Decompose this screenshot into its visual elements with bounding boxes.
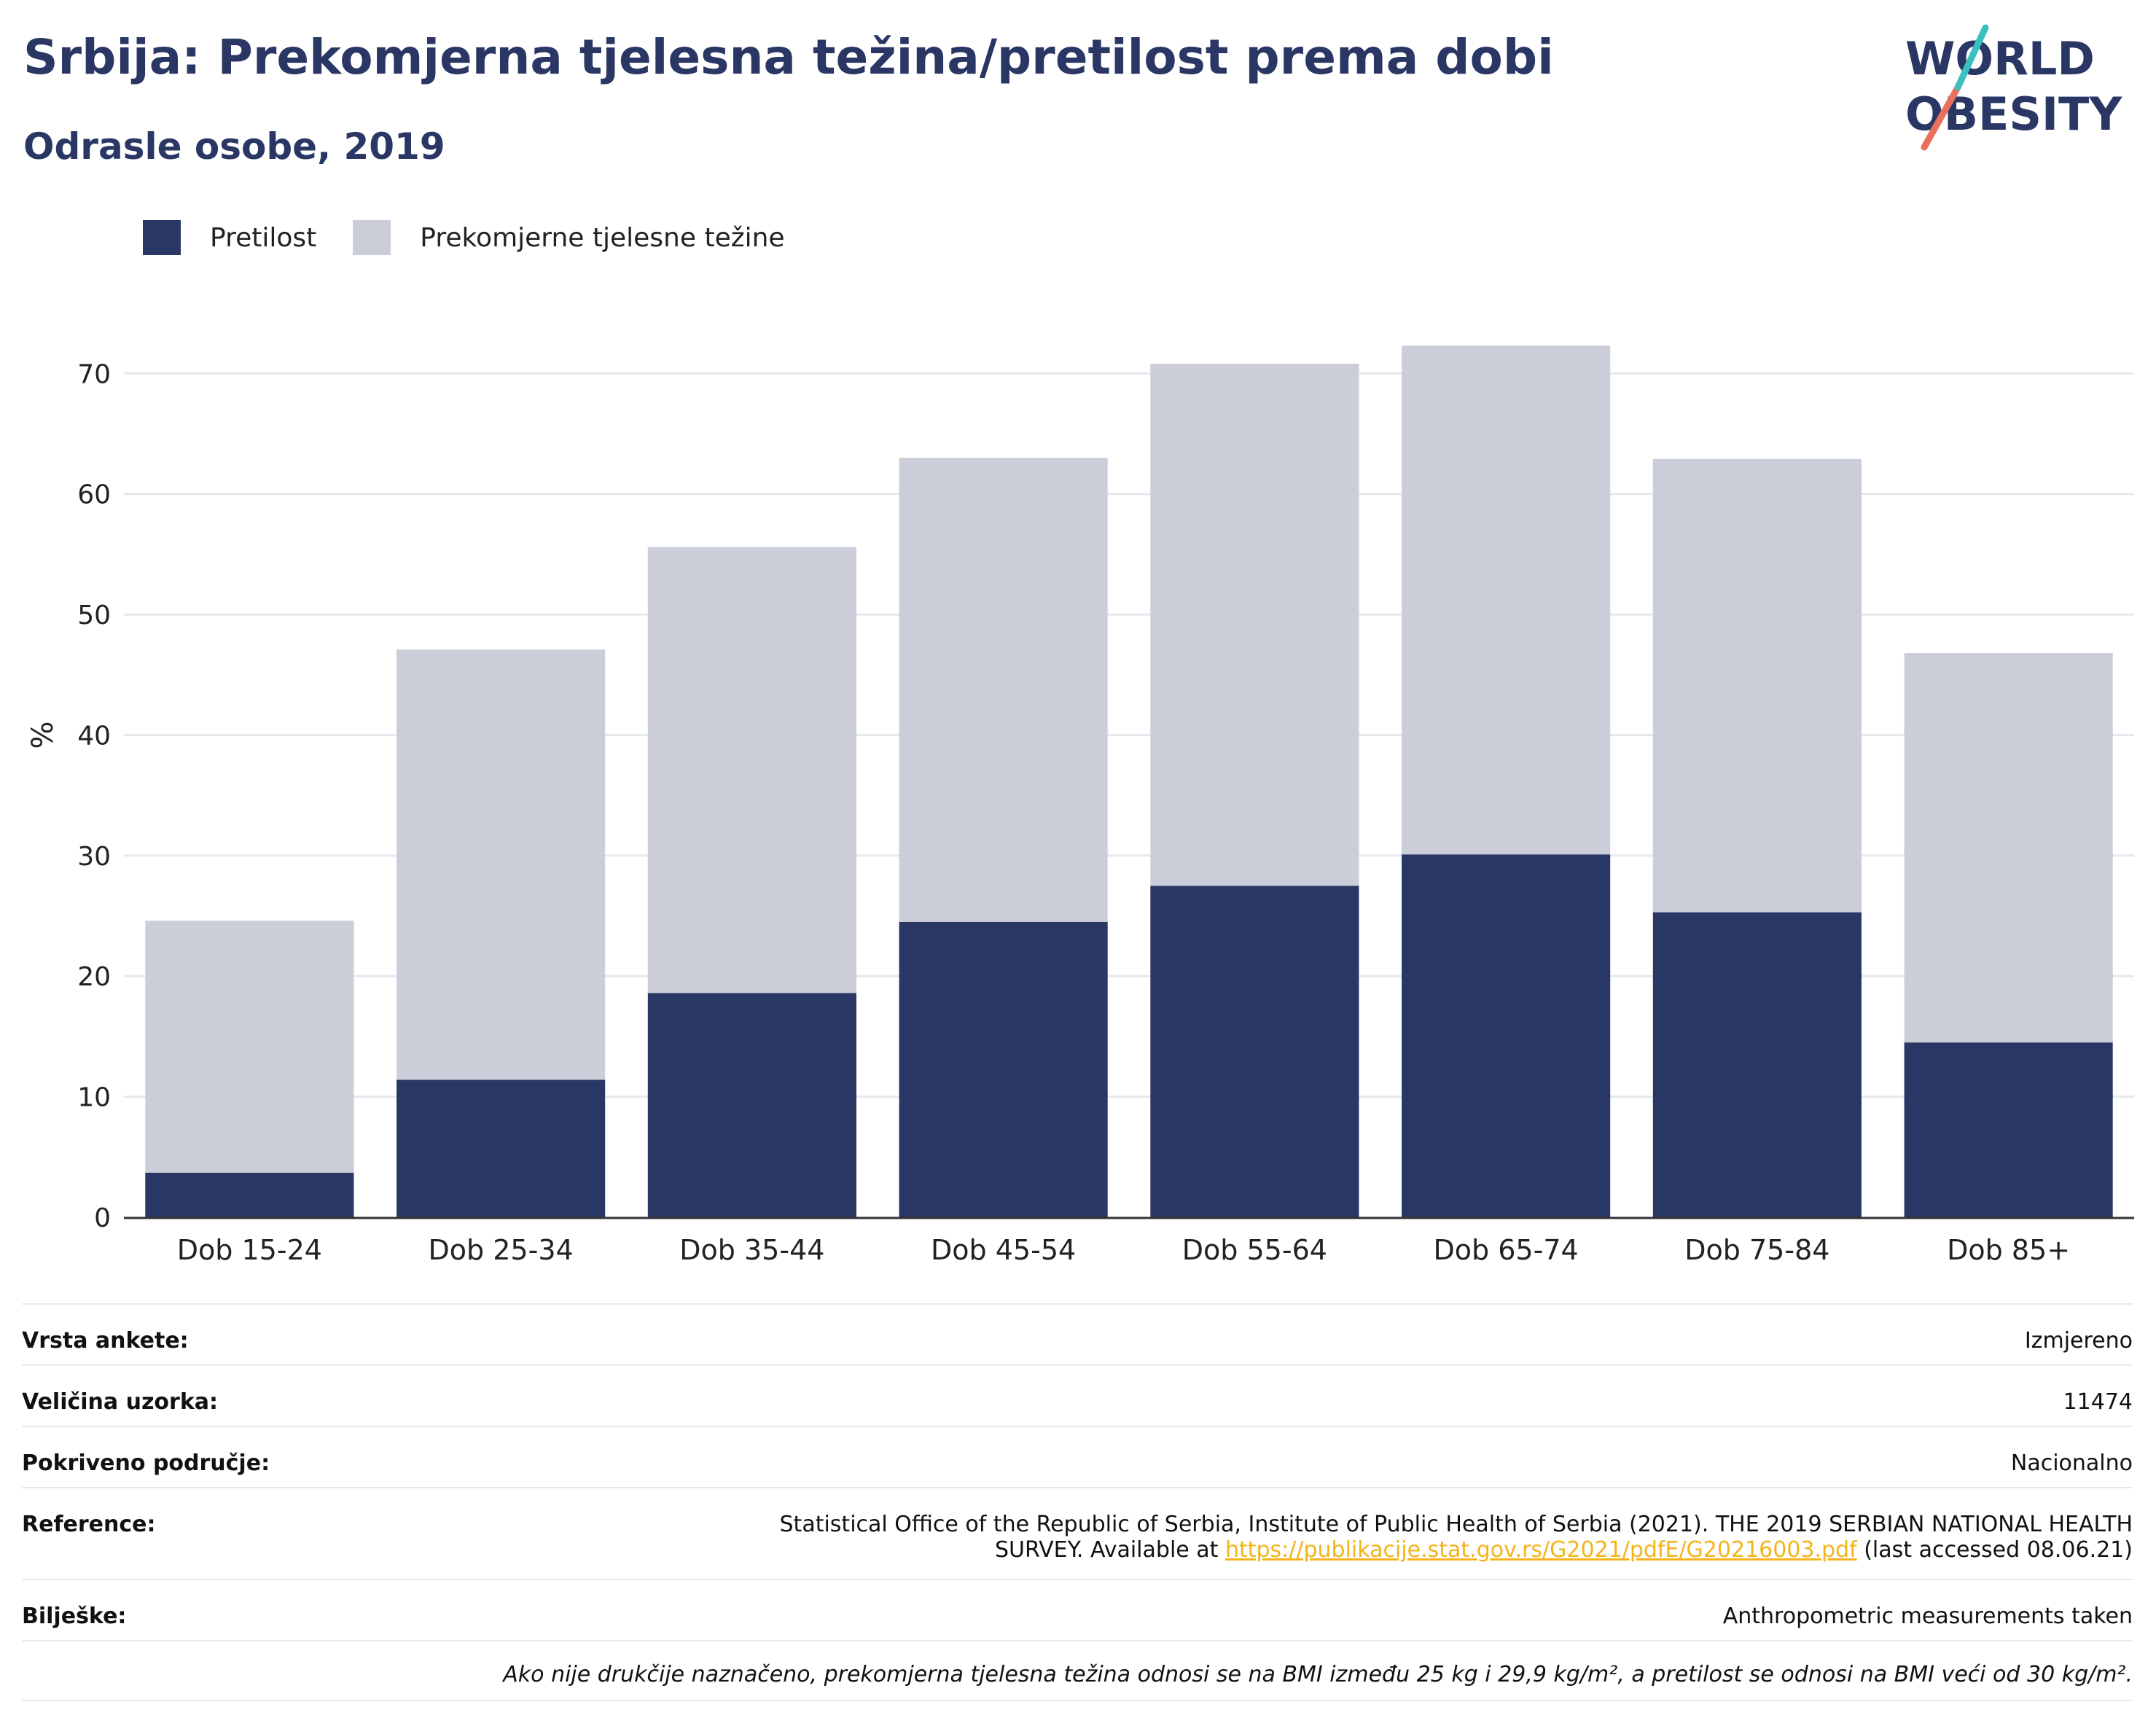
x-tick-label: Dob 85+ bbox=[1947, 1234, 2070, 1266]
chart-subtitle: Odrasle osobe, 2019 bbox=[23, 125, 445, 168]
x-tick-label: Dob 75-84 bbox=[1684, 1234, 1829, 1266]
legend-label-overweight: Prekomjerne tjelesne težine bbox=[420, 222, 785, 253]
meta-label: Vrsta ankete: bbox=[22, 1328, 189, 1354]
legend-label-obesity: Pretilost bbox=[210, 222, 317, 253]
logo-slash-teal bbox=[1954, 24, 1989, 91]
reference-line2: SURVEY. Available at https://publikacije… bbox=[780, 1537, 2133, 1563]
logo-slash-coral bbox=[1921, 84, 1961, 151]
meta-label: Reference: bbox=[22, 1512, 156, 1537]
meta-value: Anthropometric measurements taken bbox=[1722, 1604, 2133, 1629]
y-tick-label: 70 bbox=[77, 359, 111, 389]
bar-obesity bbox=[1150, 886, 1359, 1217]
bar-obesity bbox=[1904, 1042, 2113, 1217]
meta-row-notes: Bilješke: Anthropometric measurements ta… bbox=[22, 1580, 2133, 1641]
y-tick-label: 40 bbox=[77, 721, 111, 751]
x-tick-label: Dob 45-54 bbox=[931, 1234, 1076, 1266]
x-tick-label: Dob 65-74 bbox=[1434, 1234, 1579, 1266]
legend-item-overweight[interactable]: Prekomjerne tjelesne težine bbox=[353, 220, 785, 255]
meta-value: Statistical Office of the Republic of Se… bbox=[780, 1506, 2133, 1563]
bar-obesity bbox=[1652, 912, 1862, 1217]
legend-swatch-overweight bbox=[353, 220, 391, 255]
metadata-table: Vrsta ankete: Izmjereno Veličina uzorka:… bbox=[22, 1303, 2133, 1701]
bar-overweight bbox=[397, 649, 606, 1080]
chart-title: Srbija: Prekomjerna tjelesna težina/pret… bbox=[23, 29, 1554, 85]
y-tick-label: 10 bbox=[77, 1083, 111, 1113]
footnote: Ako nije drukčije naznačeno, prekomjerna… bbox=[22, 1641, 2133, 1701]
bar-overweight bbox=[1150, 364, 1359, 886]
meta-label: Pokriveno područje: bbox=[22, 1450, 270, 1476]
bar-obesity bbox=[899, 921, 1108, 1217]
bar-obesity bbox=[1402, 854, 1611, 1217]
reference-prefix: SURVEY. Available at bbox=[994, 1537, 1225, 1563]
bar-overweight bbox=[899, 458, 1108, 922]
x-tick-label: Dob 25-34 bbox=[429, 1234, 574, 1266]
bar-overweight bbox=[145, 921, 354, 1173]
bar-overweight bbox=[1652, 458, 1862, 913]
meta-row-survey-type: Vrsta ankete: Izmjereno bbox=[22, 1305, 2133, 1366]
x-tick-label: Dob 55-64 bbox=[1182, 1234, 1327, 1266]
bars bbox=[145, 345, 2113, 1217]
y-tick-label: 0 bbox=[94, 1203, 111, 1233]
meta-label: Veličina uzorka: bbox=[22, 1389, 219, 1415]
y-tick-label: 20 bbox=[77, 962, 111, 992]
reference-link[interactable]: https://publikacije.stat.gov.rs/G2021/pd… bbox=[1225, 1537, 1857, 1563]
reference-suffix: (last accessed 08.06.21) bbox=[1856, 1537, 2133, 1563]
bar-overweight bbox=[1904, 653, 2113, 1043]
logo-line2: OBESITY bbox=[1905, 87, 2122, 141]
legend-item-obesity[interactable]: Pretilost bbox=[143, 220, 316, 255]
meta-row-coverage: Pokriveno područje: Nacionalno bbox=[22, 1427, 2133, 1488]
bar-obesity bbox=[647, 993, 856, 1217]
bar-chart: 0 10 20 30 40 50 60 70 Dob 15-24 Dob 25-34 Dob 35-… bbox=[26, 345, 2134, 1266]
bar-obesity bbox=[397, 1079, 606, 1217]
reference-line1: Statistical Office of the Republic of Se… bbox=[779, 1512, 2133, 1537]
legend: Pretilost Prekomjerne tjelesne težine bbox=[143, 217, 821, 258]
meta-value: Nacionalno bbox=[2010, 1450, 2133, 1476]
meta-row-sample-size: Veličina uzorka: 11474 bbox=[22, 1366, 2133, 1427]
y-tick-label: 60 bbox=[77, 480, 111, 510]
meta-label: Bilješke: bbox=[22, 1604, 127, 1629]
y-tick-label: 50 bbox=[77, 601, 111, 630]
meta-value: Izmjereno bbox=[2024, 1328, 2133, 1354]
bar-overweight bbox=[1402, 345, 1611, 855]
x-tick-label: Dob 15-24 bbox=[177, 1234, 322, 1266]
x-tick-label: Dob 35-44 bbox=[679, 1234, 824, 1266]
axes: 0 10 20 30 40 50 60 70 Dob 15-24 Dob 25-34 Dob 35-… bbox=[26, 359, 2134, 1266]
bar-overweight bbox=[647, 547, 856, 993]
y-axis-label: % bbox=[26, 721, 60, 749]
logo-line1: WORLD bbox=[1905, 32, 2095, 85]
legend-swatch-obesity bbox=[143, 220, 181, 255]
y-tick-label: 30 bbox=[77, 842, 111, 872]
world-obesity-logo: WORLD OBESITY bbox=[1905, 24, 2122, 151]
meta-row-reference: Reference: Statistical Office of the Rep… bbox=[22, 1488, 2133, 1580]
bar-obesity bbox=[145, 1172, 354, 1217]
meta-value: 11474 bbox=[2063, 1389, 2133, 1415]
